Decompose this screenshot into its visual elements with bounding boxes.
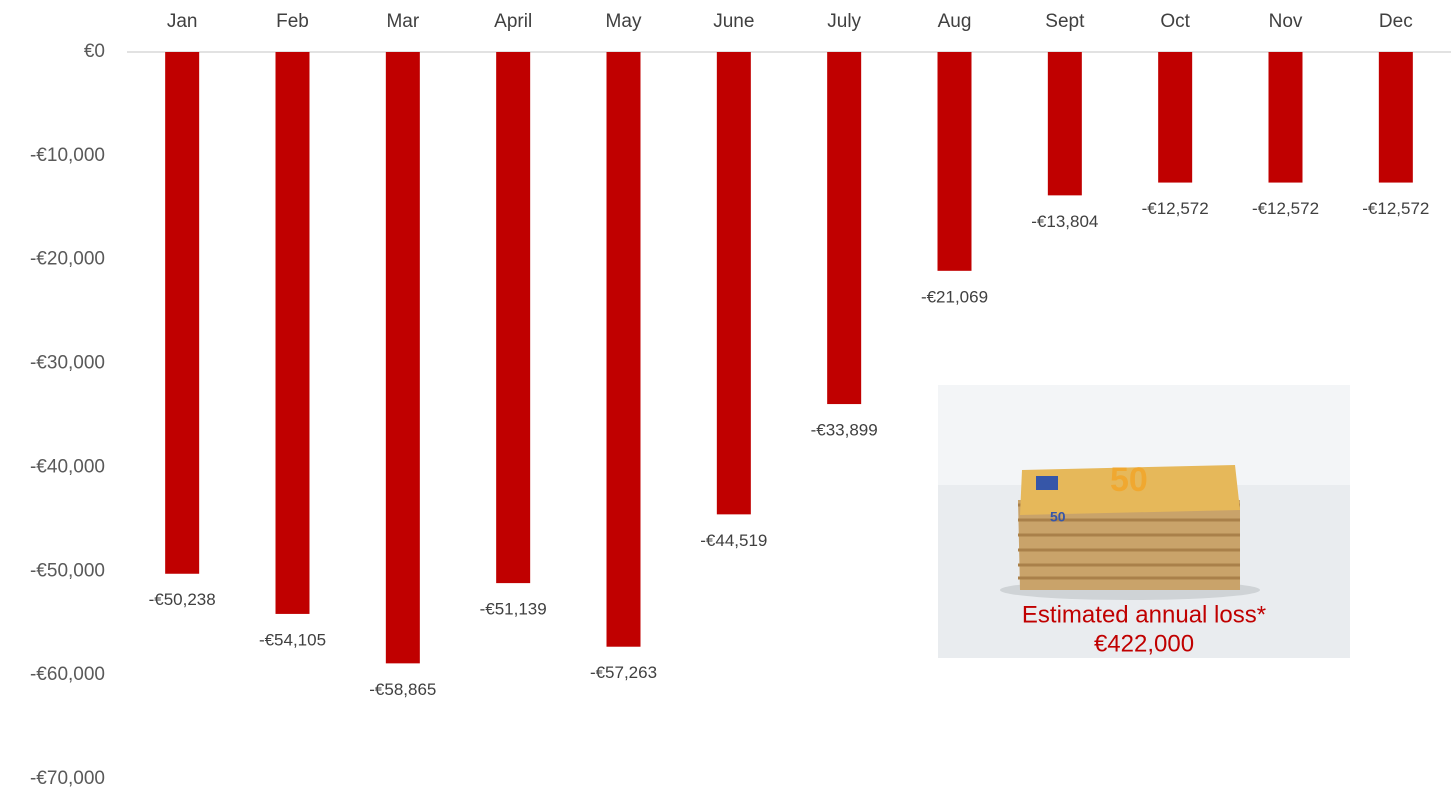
x-tick-label: Oct [1160, 11, 1190, 32]
x-tick-label: Mar [386, 11, 419, 32]
data-label: -€33,899 [811, 421, 878, 440]
annotation: Estimated annual loss* [1022, 601, 1266, 628]
bar [716, 52, 751, 515]
data-label: -€58,865 [369, 680, 436, 699]
y-tick-label: -€60,000 [30, 664, 105, 685]
x-tick-label: Nov [1269, 11, 1303, 32]
bar [275, 52, 310, 614]
y-tick-label: €0 [84, 41, 105, 62]
bar [1268, 52, 1303, 183]
data-label: -€57,263 [590, 663, 657, 682]
data-label: -€51,139 [480, 600, 547, 619]
data-label: -€12,572 [1362, 199, 1429, 218]
bar [496, 52, 531, 584]
data-label: -€50,238 [149, 590, 216, 609]
bar [606, 52, 641, 647]
bar [827, 52, 862, 405]
y-tick-label: -€10,000 [30, 145, 105, 166]
bar [1158, 52, 1193, 183]
data-label: -€44,519 [700, 531, 767, 550]
bar [1378, 52, 1413, 183]
y-tick-label: -€40,000 [30, 456, 105, 477]
data-label: -€12,572 [1142, 199, 1209, 218]
bar [1047, 52, 1082, 196]
annotation: €422,000 [1094, 630, 1194, 657]
bar [165, 52, 200, 574]
y-tick-label: -€50,000 [30, 560, 105, 581]
x-tick-label: Dec [1379, 11, 1413, 32]
y-tick-label: -€70,000 [30, 768, 105, 789]
x-tick-label: May [606, 11, 642, 32]
data-label: -€21,069 [921, 287, 988, 306]
svg-text:50: 50 [1110, 461, 1148, 499]
y-tick-label: -€30,000 [30, 353, 105, 374]
x-tick-label: April [494, 11, 532, 32]
x-tick-label: July [827, 11, 861, 32]
svg-text:50: 50 [1050, 509, 1066, 525]
x-tick-label: Jan [167, 11, 198, 32]
x-tick-label: Sept [1045, 11, 1085, 32]
data-label: -€54,105 [259, 630, 326, 649]
y-tick-label: -€20,000 [30, 249, 105, 270]
x-tick-label: Aug [938, 11, 972, 32]
data-label: -€12,572 [1252, 199, 1319, 218]
bar [385, 52, 420, 664]
bar [937, 52, 972, 271]
money-photo: 50 50 [938, 385, 1350, 658]
data-label: -€13,804 [1031, 212, 1098, 231]
x-tick-label: Feb [276, 11, 309, 32]
x-tick-label: June [713, 11, 754, 32]
